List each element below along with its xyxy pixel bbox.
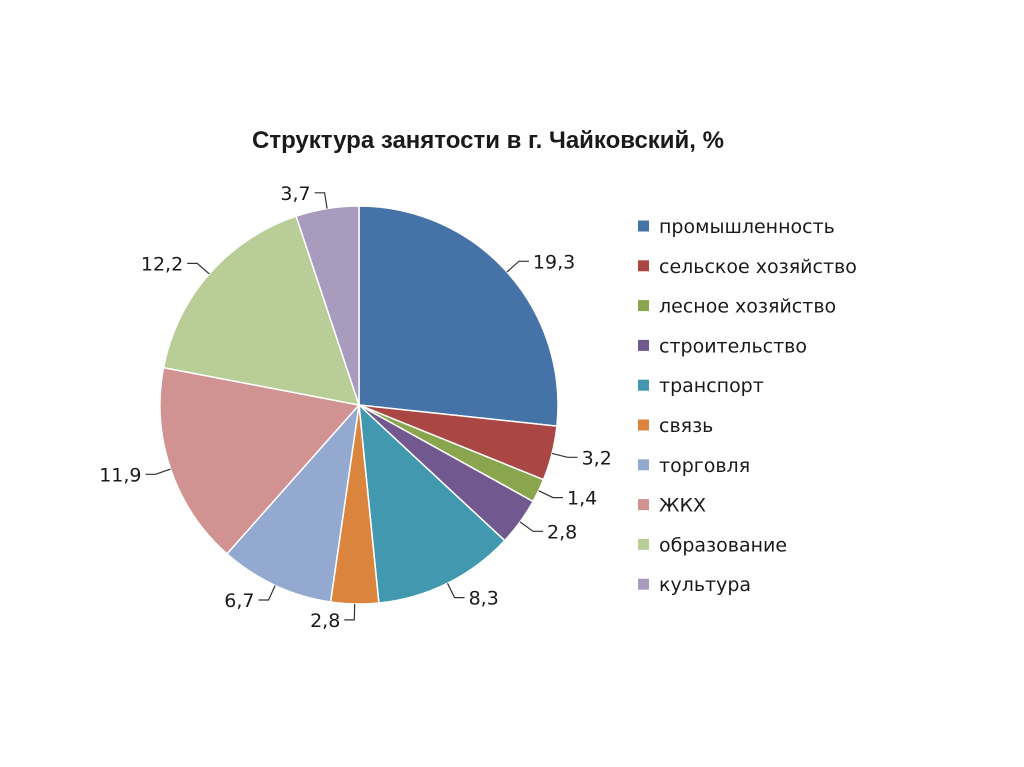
legend-item-2: лесное хозяйство <box>638 296 836 318</box>
legend-item-9: культура <box>638 574 751 596</box>
leader-line-0 <box>506 260 529 273</box>
legend-item-6: торговля <box>638 455 750 477</box>
legend-swatch-4 <box>638 379 649 391</box>
leader-line-7 <box>145 468 171 475</box>
leader-line-8 <box>187 262 210 275</box>
legend-item-7: ЖКХ <box>638 495 706 517</box>
legend-swatch-2 <box>638 300 649 312</box>
data-label-2: 1,4 <box>567 488 597 510</box>
legend-item-4: транспорт <box>638 375 764 397</box>
pie-slice-6 <box>225 402 361 603</box>
legend-item-3: строительство <box>638 335 807 357</box>
legend-label-8: образование <box>659 534 787 556</box>
pie-slice-4 <box>358 403 506 604</box>
legend-label-5: связь <box>659 415 713 437</box>
leader-line-3 <box>519 521 543 532</box>
legend-label-3: строительство <box>659 335 807 357</box>
legend-item-0: промышленность <box>638 216 835 238</box>
legend-swatch-8 <box>638 538 649 550</box>
leader-line-4 <box>446 583 465 599</box>
legend-swatch-7 <box>638 499 649 511</box>
leader-line-1 <box>551 452 578 458</box>
data-label-5: 2,8 <box>310 610 340 632</box>
leader-line-9 <box>314 192 328 209</box>
data-label-6: 6,7 <box>224 590 254 612</box>
legend-label-0: промышленность <box>659 216 835 238</box>
data-labels: 19,3 3,2 1,4 2,8 8,3 2,8 6,7 11,9 12,2 3,7 <box>99 183 612 632</box>
legend-label-6: торговля <box>659 455 750 477</box>
label-leader-lines <box>145 192 578 621</box>
data-label-8: 12,2 <box>141 253 183 275</box>
legend-label-4: транспорт <box>659 375 764 397</box>
data-label-3: 2,8 <box>547 521 577 543</box>
chart-title: Структура занятости в г. Чайковский, % <box>252 127 724 154</box>
legend-swatch-0 <box>638 220 649 232</box>
legend-item-5: связь <box>638 415 713 437</box>
data-label-9: 3,7 <box>280 183 310 205</box>
legend-swatch-6 <box>638 459 649 471</box>
legend-swatch-1 <box>638 260 649 272</box>
leader-line-6 <box>258 585 276 601</box>
data-label-4: 8,3 <box>469 588 499 610</box>
legend-item-1: сельское хозяйство <box>638 256 857 278</box>
legend-label-7: ЖКХ <box>659 495 706 517</box>
legend-swatch-9 <box>638 578 649 590</box>
pie-slice-0 <box>358 205 559 427</box>
data-label-7: 11,9 <box>99 464 141 486</box>
legend-item-8: образование <box>638 534 787 556</box>
legend-label-9: культура <box>659 574 751 596</box>
pie-slices <box>159 205 559 605</box>
leader-line-5 <box>344 603 356 621</box>
data-label-0: 19,3 <box>533 251 575 273</box>
data-label-1: 3,2 <box>582 447 612 469</box>
legend-swatch-3 <box>638 339 649 351</box>
leader-line-2 <box>538 490 563 499</box>
legend-label-1: сельское хозяйство <box>659 256 857 278</box>
legend-swatch-5 <box>638 419 649 431</box>
legend: промышленность сельское хозяйство лесное х… <box>638 216 857 596</box>
legend-label-2: лесное хозяйство <box>659 296 836 318</box>
pie-slice-7 <box>159 366 361 555</box>
